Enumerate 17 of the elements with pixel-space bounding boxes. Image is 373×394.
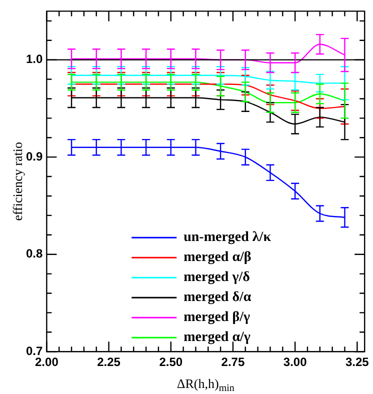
y-axis-title: efficiency ratio	[10, 142, 25, 221]
legend-label: merged δ/α	[184, 290, 252, 306]
x-tick-label: 2.50	[159, 355, 183, 370]
y-tick-label: 1.0	[26, 52, 43, 66]
legend-label: un-merged λ/κ	[184, 230, 272, 246]
x-tick-label: 2.25	[97, 355, 121, 370]
legend-label: merged α/β	[184, 250, 252, 266]
y-tick-label: 0.7	[26, 344, 43, 358]
legend-label: merged α/γ	[184, 330, 251, 346]
x-tick-label: 2.75	[221, 355, 245, 370]
legend-label: merged γ/δ	[184, 270, 250, 286]
y-tick-label: 0.9	[26, 149, 43, 164]
x-tick-label: 3.25	[345, 355, 370, 370]
legend-label: merged β/γ	[184, 310, 250, 326]
x-tick-label: 3.00	[283, 355, 308, 370]
x-tick-label: 2.00	[35, 355, 59, 370]
y-tick-label: 0.8	[26, 246, 43, 261]
